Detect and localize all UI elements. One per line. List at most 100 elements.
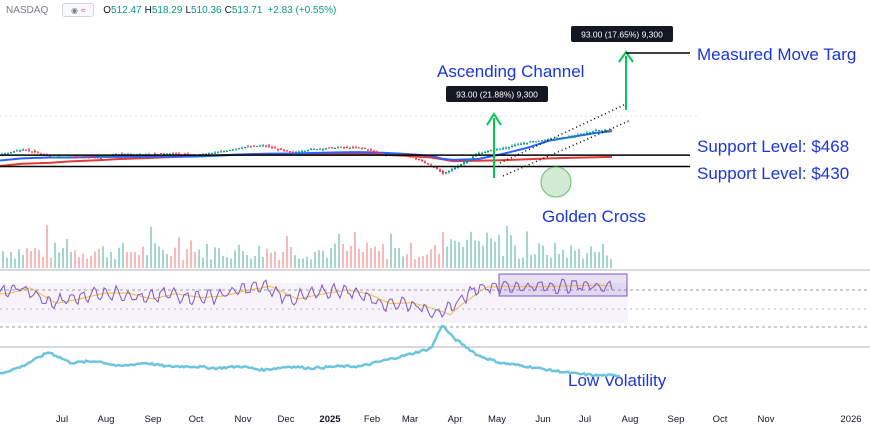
volume-bar (546, 255, 548, 268)
volume-bar (474, 240, 476, 268)
candle-body (277, 149, 279, 151)
volume-bar (314, 252, 316, 268)
candle-body (415, 158, 417, 160)
candle-body (496, 149, 498, 151)
volume-bar (146, 255, 148, 268)
volume-bar (470, 231, 472, 268)
volume-bar (438, 253, 440, 268)
candle-body (442, 170, 444, 174)
x-axis-tick-label: Mar (402, 414, 418, 425)
candle-body (568, 136, 570, 138)
exchange-label: NASDAQ (6, 4, 49, 16)
candle-body (244, 147, 246, 149)
candle-body (445, 172, 447, 174)
x-axis-tick-label: 2025 (319, 414, 341, 425)
rsi-line (0, 278, 613, 319)
candle-body (481, 152, 483, 154)
candle-body (289, 151, 291, 153)
x-axis-tick-label: Sep (145, 414, 162, 425)
volume-bar (298, 258, 300, 268)
volume-bar (346, 251, 348, 268)
volume-bar (186, 249, 188, 268)
candle-body (571, 136, 573, 138)
candle-body (34, 150, 36, 153)
candle-body (166, 153, 168, 155)
volume-bar (114, 259, 116, 268)
volume-bar (46, 225, 48, 268)
volume-bar (366, 242, 368, 268)
rsi-highlight-box (498, 273, 628, 297)
candle-body (238, 148, 240, 150)
candle-body (208, 153, 210, 155)
candle-body (478, 153, 480, 155)
candle-body (292, 151, 294, 153)
volume-bar (198, 249, 200, 268)
candle-body (604, 130, 606, 132)
volume-bar (402, 256, 404, 268)
candle-body (448, 170, 450, 173)
channel-lower-line (502, 119, 632, 177)
volume-bar (214, 247, 216, 268)
volume-bar (142, 246, 144, 268)
volume-bar (418, 256, 420, 268)
candle-body (601, 130, 603, 132)
candle-body (316, 149, 318, 151)
candle-body (304, 150, 306, 152)
candle-body (544, 140, 546, 142)
volume-bar (170, 256, 172, 268)
volume-bar (98, 249, 100, 268)
candle-body (328, 147, 330, 149)
volume-bar (154, 243, 156, 268)
x-axis-tick-label: Aug (98, 414, 115, 425)
volume-bar (514, 245, 516, 268)
volume-bar (110, 251, 112, 268)
volume-bar (54, 242, 56, 268)
volume-bar (462, 246, 464, 268)
volume-bar (166, 254, 168, 268)
volume-bar (42, 256, 44, 268)
candle-body (187, 153, 189, 155)
candle-body (235, 148, 237, 150)
volume-bar (522, 257, 524, 268)
candle-body (61, 157, 63, 159)
candle-body (82, 157, 84, 159)
candle-body (295, 151, 297, 153)
volume-bar (510, 235, 512, 268)
candle-body (505, 147, 507, 149)
candle-body (547, 139, 549, 141)
candle-body (88, 157, 90, 159)
volume-bar (430, 249, 432, 268)
candle-body (346, 146, 348, 148)
candle-body (469, 158, 471, 161)
candle-body (307, 150, 309, 152)
candle-body (247, 146, 249, 148)
candle-body (517, 144, 519, 146)
candle-body (91, 157, 93, 159)
volume-bar (122, 242, 124, 268)
volatility-line (0, 324, 621, 378)
volume-bar (30, 251, 32, 268)
candle-body (220, 151, 222, 153)
open-value: 512.47 (111, 4, 142, 16)
candle-body (250, 146, 252, 148)
volume-bar (38, 249, 40, 268)
candle-body (40, 153, 42, 155)
candle-body (511, 145, 513, 147)
candle-body (367, 149, 369, 151)
candle-body (436, 166, 438, 170)
eye-icon: ◉ (71, 5, 79, 15)
volume-bar (14, 258, 16, 268)
candle-body (103, 156, 105, 158)
volume-bar (102, 246, 104, 268)
volume-bar (398, 247, 400, 268)
candle-body (214, 152, 216, 154)
volume-bar (422, 255, 424, 268)
candle-body (337, 147, 339, 149)
candle-body (223, 151, 225, 153)
indicator-toggle[interactable]: ◉ ≈ (62, 3, 95, 17)
candle-body (439, 169, 441, 172)
candle-body (454, 167, 456, 170)
candle-body (28, 149, 30, 151)
candle-body (178, 153, 180, 155)
